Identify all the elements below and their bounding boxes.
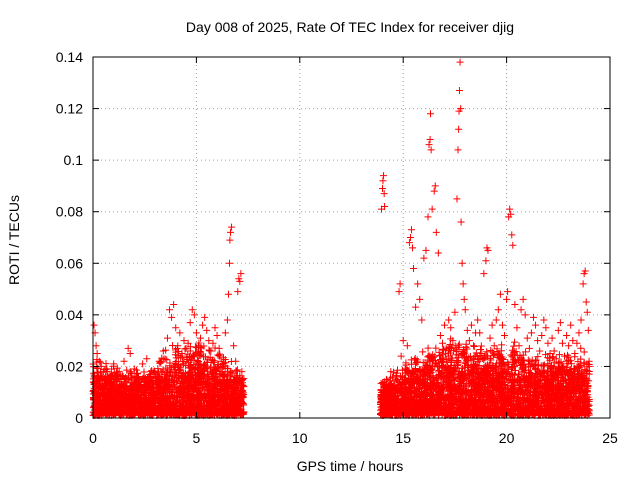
data-point (187, 374, 195, 382)
data-point (172, 348, 180, 356)
data-point (155, 381, 163, 389)
data-point (200, 362, 208, 370)
data-point (213, 386, 221, 394)
data-point (176, 363, 184, 371)
data-point (181, 369, 189, 377)
data-point (102, 360, 110, 368)
data-point (193, 357, 201, 365)
data-point (179, 392, 187, 400)
data-point (194, 365, 202, 373)
data-point (432, 344, 440, 352)
data-point (185, 368, 193, 376)
data-point (163, 356, 171, 364)
data-point (181, 385, 189, 393)
data-point (419, 348, 427, 356)
data-points (89, 58, 593, 419)
data-point (470, 343, 478, 351)
data-point (555, 351, 563, 359)
data-point (113, 364, 121, 372)
data-point (221, 392, 229, 400)
data-point (190, 361, 198, 369)
data-point (564, 351, 572, 359)
data-point (194, 364, 202, 372)
data-point (124, 376, 132, 384)
data-point (172, 359, 180, 367)
data-point (424, 344, 432, 352)
data-point (123, 366, 131, 374)
chart-title: Day 008 of 2025, Rate Of TEC Index for r… (186, 19, 514, 35)
data-point (210, 367, 218, 375)
data-point (219, 354, 227, 362)
data-point (139, 374, 147, 382)
data-point (226, 407, 234, 415)
data-point (511, 338, 519, 346)
data-point (184, 355, 192, 363)
data-point (161, 355, 169, 363)
data-point (156, 358, 164, 366)
data-point (236, 372, 244, 380)
data-point (210, 357, 218, 365)
data-point (205, 346, 213, 354)
data-point (238, 391, 246, 399)
data-point (221, 355, 229, 363)
grid (93, 57, 610, 418)
data-point (94, 385, 102, 393)
data-point (200, 366, 208, 374)
data-point (181, 345, 189, 353)
data-point (219, 373, 227, 381)
data-point (223, 364, 231, 372)
